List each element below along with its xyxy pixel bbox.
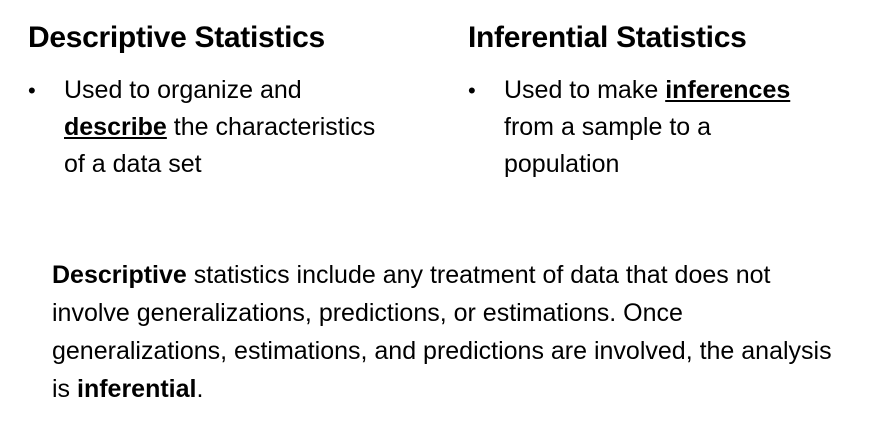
descriptive-bullet-line1: Used to organize and	[64, 76, 302, 104]
inferential-bullet-lead: Used to make	[504, 76, 666, 104]
inferential-statistics-column: Inferential Statistics • Used to make in…	[468, 18, 868, 183]
summary-text-end: .	[196, 375, 204, 403]
descriptive-bullet-line2-rest: the characteristics	[166, 113, 376, 141]
descriptive-bullet-text: Used to organize and describe the charac…	[64, 72, 448, 183]
summary-paragraph: Descriptive statistics include any treat…	[52, 256, 852, 408]
inferential-bullet-line2: from a sample to a	[504, 113, 712, 141]
summary-text-part1: statistics include any treatment of data…	[52, 261, 832, 403]
descriptive-bullet-item: • Used to organize and describe the char…	[28, 72, 448, 183]
inferential-bullet-text: Used to make inferences from a sample to…	[504, 72, 868, 183]
descriptive-bullet-line3: of a data set	[64, 150, 202, 178]
describe-emphasis: describe	[64, 113, 167, 141]
bullet-dot-icon: •	[28, 78, 36, 103]
inferential-bullet-item: • Used to make inferences from a sample …	[468, 72, 868, 183]
descriptive-statistics-column: Descriptive Statistics • Used to organiz…	[28, 18, 448, 183]
descriptive-statistics-heading: Descriptive Statistics	[28, 21, 325, 54]
inferences-emphasis: inferences	[665, 76, 791, 104]
descriptive-term: Descriptive	[52, 261, 187, 289]
bullet-dot-icon: •	[468, 78, 476, 103]
inferential-bullet-line3: population	[504, 150, 620, 178]
inferential-statistics-heading: Inferential Statistics	[468, 21, 747, 54]
inferential-term: inferential	[77, 375, 197, 403]
